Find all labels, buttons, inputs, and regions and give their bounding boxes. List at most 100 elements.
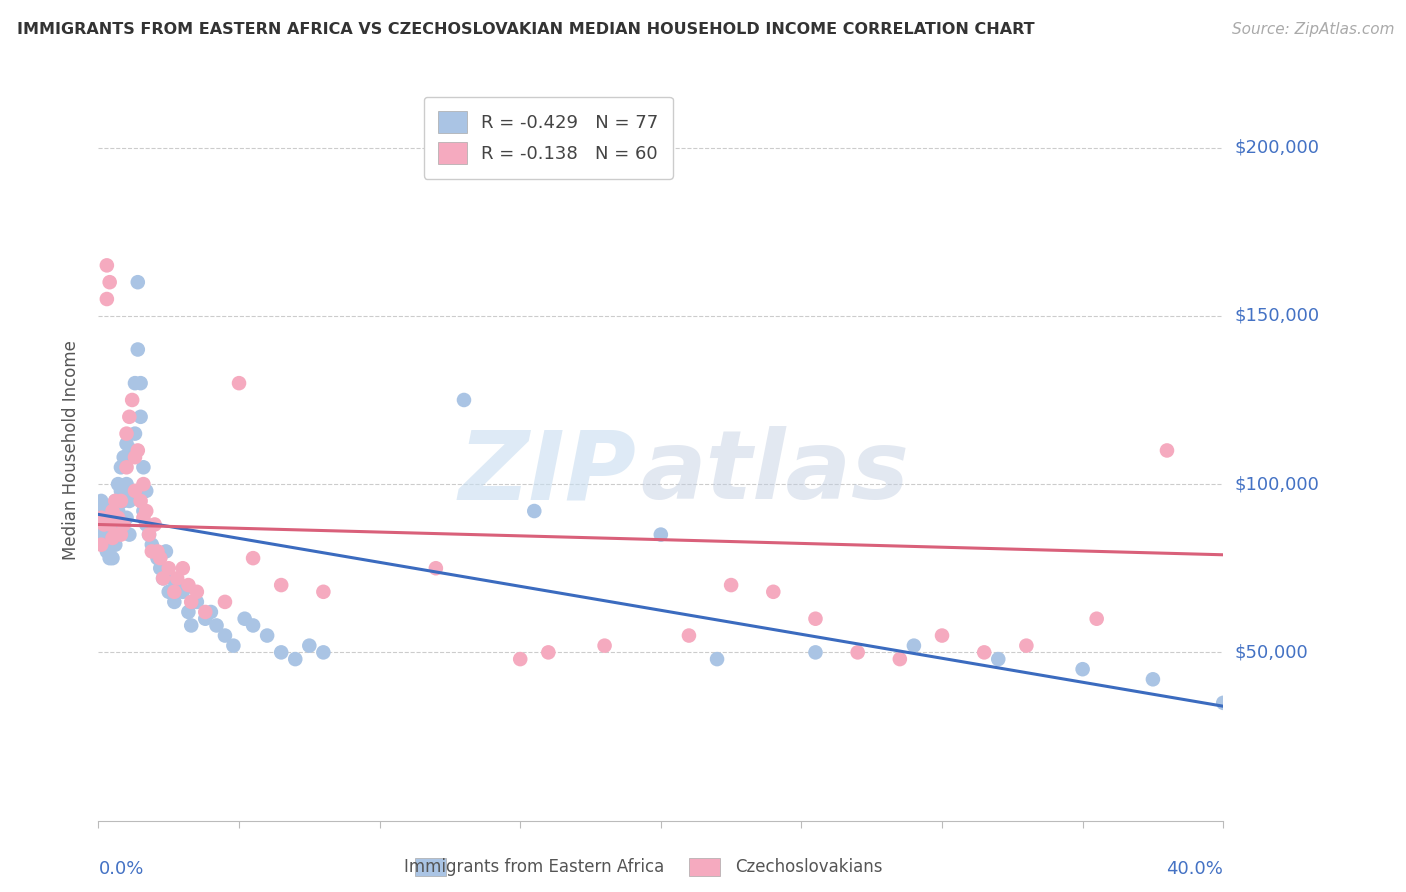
Point [107, 477, 129, 491]
Point [112, 450, 135, 465]
Point [124, 450, 146, 465]
Point [98, 517, 121, 532]
Point [115, 436, 138, 450]
Point [107, 504, 129, 518]
Point [127, 275, 149, 289]
Point [804, 612, 827, 626]
Point [425, 561, 447, 575]
Point [146, 544, 169, 558]
Text: ZIP: ZIP [458, 426, 636, 519]
Legend: R = -0.429   N = 77, R = -0.138   N = 60: R = -0.429 N = 77, R = -0.138 N = 60 [423, 96, 673, 178]
Point [155, 544, 177, 558]
Point [135, 517, 157, 532]
Point [129, 409, 152, 424]
Point [90, 494, 112, 508]
Point [98, 275, 121, 289]
Text: IMMIGRANTS FROM EASTERN AFRICA VS CZECHOSLOVAKIAN MEDIAN HOUSEHOLD INCOME CORREL: IMMIGRANTS FROM EASTERN AFRICA VS CZECHO… [17, 22, 1035, 37]
Point [101, 504, 124, 518]
Point [233, 612, 256, 626]
Point [1085, 612, 1108, 626]
Point [127, 443, 149, 458]
Point [157, 561, 180, 575]
Point [205, 618, 228, 632]
Text: $200,000: $200,000 [1234, 138, 1319, 157]
Text: 0.0%: 0.0% [98, 860, 143, 878]
Point [124, 376, 146, 391]
Point [93, 527, 115, 541]
Point [903, 639, 925, 653]
Point [132, 504, 155, 518]
Y-axis label: Median Household Income: Median Household Income [62, 341, 80, 560]
Point [107, 510, 129, 524]
Point [157, 584, 180, 599]
Point [112, 494, 135, 508]
Point [846, 645, 869, 659]
Point [101, 551, 124, 566]
Text: 40.0%: 40.0% [1167, 860, 1223, 878]
Point [163, 595, 186, 609]
Text: Czechoslovakians: Czechoslovakians [735, 858, 882, 876]
Point [104, 538, 127, 552]
Point [132, 477, 155, 491]
Point [98, 551, 121, 566]
Point [214, 628, 236, 642]
Point [270, 645, 292, 659]
Point [104, 527, 127, 541]
Point [101, 524, 124, 539]
Point [180, 618, 202, 632]
Text: Immigrants from Eastern Africa: Immigrants from Eastern Africa [404, 858, 665, 876]
Point [180, 595, 202, 609]
Point [804, 645, 827, 659]
Point [129, 376, 152, 391]
Point [214, 595, 236, 609]
Point [172, 584, 194, 599]
Point [112, 517, 135, 532]
Point [762, 584, 785, 599]
Point [593, 639, 616, 653]
Point [132, 510, 155, 524]
Point [987, 652, 1010, 666]
Point [96, 292, 118, 306]
Point [121, 443, 143, 458]
Point [152, 571, 174, 585]
Point [96, 544, 118, 558]
Point [115, 460, 138, 475]
Point [121, 392, 143, 407]
Point [312, 584, 335, 599]
Point [124, 483, 146, 498]
Point [149, 551, 172, 566]
Point [160, 571, 183, 585]
Point [270, 578, 292, 592]
Point [121, 483, 143, 498]
Point [1142, 673, 1164, 687]
Point [141, 538, 163, 552]
Point [149, 561, 172, 575]
Point [110, 517, 132, 532]
Point [115, 426, 138, 441]
Point [110, 494, 132, 508]
Point [110, 527, 132, 541]
Point [200, 605, 222, 619]
Point [98, 531, 121, 545]
Point [284, 652, 307, 666]
Point [523, 504, 546, 518]
Point [115, 477, 138, 491]
Point [166, 578, 188, 592]
Point [143, 517, 166, 532]
Point [143, 544, 166, 558]
Point [222, 639, 245, 653]
Point [138, 527, 160, 541]
Point [242, 618, 264, 632]
Point [110, 460, 132, 475]
Point [650, 527, 672, 541]
Point [1156, 443, 1178, 458]
Point [104, 494, 127, 508]
Point [141, 544, 163, 558]
Point [118, 527, 141, 541]
Text: atlas: atlas [641, 426, 910, 519]
Point [177, 605, 200, 619]
Point [1212, 696, 1234, 710]
Point [298, 639, 321, 653]
Text: Source: ZipAtlas.com: Source: ZipAtlas.com [1232, 22, 1395, 37]
Point [720, 578, 742, 592]
